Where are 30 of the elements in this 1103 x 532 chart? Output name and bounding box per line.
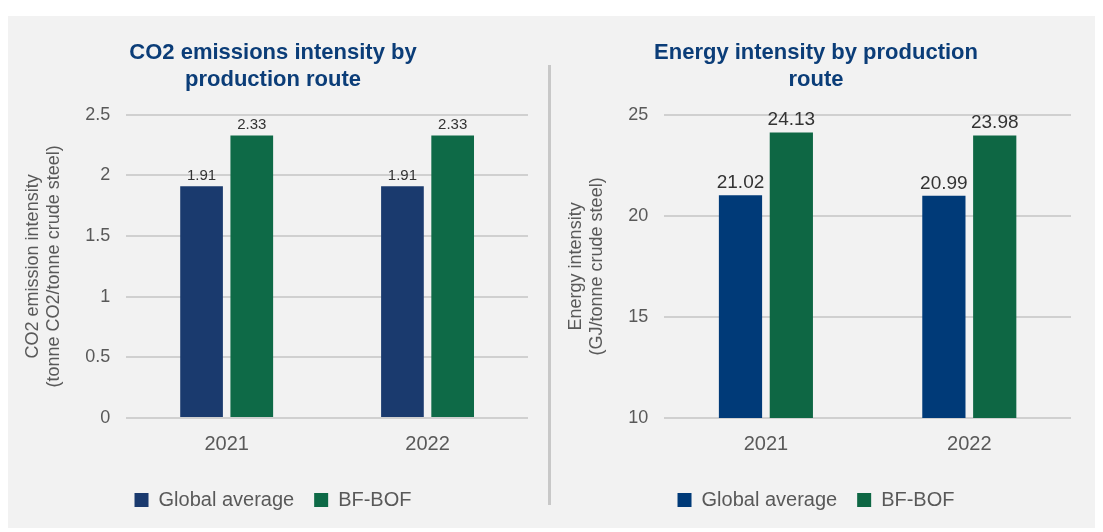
y-tick-label: 15 xyxy=(628,305,649,326)
y-axis-title: CO2 emission intensity (tonne CO2/tonne crude steel) xyxy=(21,145,64,388)
x-tick-label: 2022 xyxy=(405,431,450,454)
legend-label: BF-BOF xyxy=(338,487,412,510)
x-tick-label: 2021 xyxy=(204,431,249,454)
y-tick-label: 0.5 xyxy=(85,346,111,367)
data-label: 24.13 xyxy=(767,108,816,130)
x-tick-label: 2022 xyxy=(947,431,992,454)
data-label: 23.98 xyxy=(970,111,1019,133)
legend-label: Global average xyxy=(158,487,295,510)
y-tick-label: 0 xyxy=(100,406,111,427)
y-axis-title: Energy intensity (GJ/tonne crude steel) xyxy=(564,177,607,356)
y-tick-label: 1 xyxy=(100,285,111,306)
x-tick-label: 2021 xyxy=(743,431,789,454)
data-label: 2.33 xyxy=(438,115,468,133)
legend-label: BF-BOF xyxy=(881,487,955,510)
y-tick-label: 2 xyxy=(100,164,111,185)
y-tick-label: 1.5 xyxy=(85,225,111,246)
y-tick-label: 2.5 xyxy=(85,103,111,124)
y-tick-label: 25 xyxy=(628,103,649,124)
y-tick-label: 10 xyxy=(628,406,649,427)
chart-title: CO2 emissions intensity by production route xyxy=(129,39,418,91)
data-label: 20.99 xyxy=(920,171,968,193)
chart-title: Energy intensity by production route xyxy=(654,39,978,91)
data-label: 21.02 xyxy=(716,170,765,192)
data-label: 1.91 xyxy=(387,166,418,183)
legend-label: Global average xyxy=(701,487,838,510)
data-label: 1.91 xyxy=(186,166,217,183)
y-tick-label: 20 xyxy=(628,204,649,225)
data-label: 2.33 xyxy=(237,115,267,133)
